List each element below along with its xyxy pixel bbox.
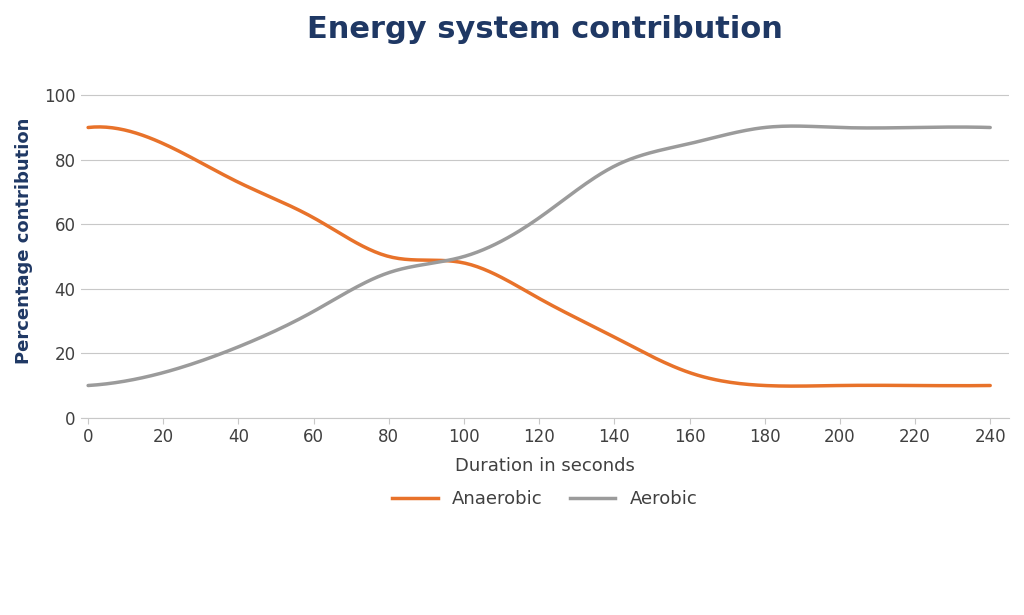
X-axis label: Duration in seconds: Duration in seconds xyxy=(455,458,635,475)
Title: Energy system contribution: Energy system contribution xyxy=(307,15,782,44)
Legend: Anaerobic, Aerobic: Anaerobic, Aerobic xyxy=(385,483,705,515)
Y-axis label: Percentage contribution: Percentage contribution xyxy=(15,117,33,363)
